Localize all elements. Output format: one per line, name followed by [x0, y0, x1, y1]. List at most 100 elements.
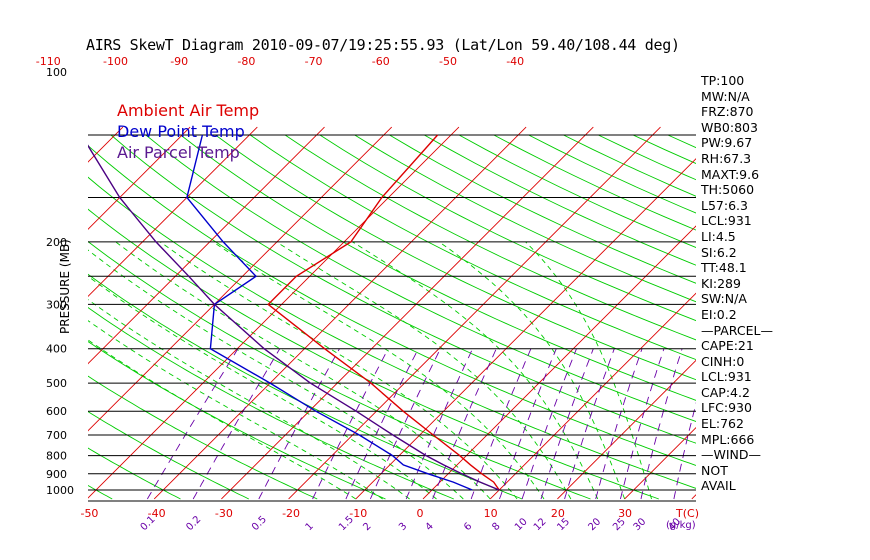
index-item: TP:100	[701, 73, 745, 88]
dry-adiabat	[354, 134, 696, 303]
index-item: EI:0.2	[701, 306, 737, 322]
isobars	[88, 134, 696, 502]
bottom-temp-tick: 0	[416, 507, 423, 520]
isotherms	[0, 126, 696, 500]
dry-adiabat	[145, 134, 696, 422]
moist-adiabat	[88, 299, 410, 500]
index-item: AVAIL	[701, 478, 736, 494]
moist-adiabat	[88, 249, 464, 500]
mixing-ratio-label: 12	[532, 516, 549, 533]
top-temp-tick: -100	[103, 55, 128, 68]
top-temp-tick: -80	[237, 55, 255, 68]
bottom-temp-tick: -50	[80, 507, 98, 520]
bottom-temp-tick: -20	[282, 507, 300, 520]
series-dew-point-temp	[186, 134, 473, 491]
index-item: CAPE:21	[701, 338, 754, 354]
mixing-ratio-label: 20	[586, 516, 603, 533]
isotherm	[0, 127, 56, 499]
mixing-ratio-line	[521, 348, 577, 500]
index-item: FRZ:870	[701, 104, 754, 120]
mixing-ratio-line	[619, 348, 665, 500]
isotherm	[221, 126, 594, 500]
dry-adiabat	[250, 134, 696, 361]
top-temp-tick: -40	[506, 55, 524, 68]
isotherm	[88, 126, 460, 499]
pressure-tick-label: 500	[46, 377, 67, 390]
moist-adiabat	[88, 275, 437, 500]
index-item: LI:4.5	[701, 228, 736, 244]
moist-adiabat	[525, 241, 652, 500]
index-item: NOT	[701, 462, 728, 478]
index-item: PW:9.67	[701, 135, 753, 151]
pressure-tick-label: 800	[46, 450, 67, 463]
index-item: MW:N/A	[701, 88, 750, 104]
dry-adiabat	[110, 134, 696, 444]
pressure-tick-label: 900	[46, 468, 67, 481]
legend-dewpoint: Dew Point Temp	[117, 122, 245, 141]
dry-adiabat	[0, 135, 44, 499]
isotherm	[88, 126, 325, 365]
bottom-temp-tick: 20	[551, 507, 565, 520]
isotherm	[624, 426, 696, 500]
index-item: TH:5060	[701, 182, 755, 198]
legend: Ambient Air Temp Dew Point Temp Air Parc…	[117, 100, 259, 163]
dry-adiabat	[180, 134, 696, 401]
legend-ambient: Ambient Air Temp	[117, 101, 260, 120]
dry-adiabat	[284, 134, 696, 341]
isotherm	[88, 126, 393, 432]
mixing-ratio-lines	[147, 348, 696, 500]
mixing-ratio-line	[432, 348, 497, 500]
moist-adiabat	[159, 241, 518, 500]
pressure-tick-label: 400	[46, 343, 67, 356]
pressure-tick-label: 100	[46, 66, 67, 79]
index-item: RH:67.3	[701, 150, 752, 166]
isotherm	[422, 225, 696, 500]
mixing-ratio-line	[147, 348, 239, 500]
x-axis-label: T(C)	[675, 507, 699, 520]
index-item: —PARCEL—	[701, 322, 773, 338]
series-ambient-air-temp	[267, 134, 500, 491]
pressure-tick-label: 200	[46, 236, 67, 249]
mixing-ratio-line	[192, 348, 281, 500]
pressure-tick-label: 300	[46, 298, 67, 311]
index-item: KI:289	[701, 275, 741, 291]
index-item: MAXT:9.6	[701, 166, 760, 182]
dry-adiabat	[319, 134, 696, 322]
mixing-ratio-label: 2	[361, 521, 373, 533]
bottom-temp-tick: 10	[484, 507, 498, 520]
mixing-ratio-line	[564, 348, 615, 500]
index-item: EL:762	[701, 416, 744, 432]
series-air-parcel-temp	[88, 144, 500, 491]
isotherm	[153, 126, 527, 500]
mixing-ratio-line	[258, 348, 340, 500]
index-item: WB0:803	[701, 119, 758, 135]
top-temp-tick: -110	[36, 55, 61, 68]
index-item: CINH:0	[701, 353, 745, 369]
dry-adiabat	[389, 134, 696, 284]
mixing-ratio-label: 4	[424, 521, 436, 533]
moist-adiabat	[212, 241, 545, 500]
isotherm	[88, 126, 258, 298]
top-temp-tick: -90	[170, 55, 188, 68]
mixing-ratio-line	[312, 348, 389, 500]
bottom-temp-tick: -40	[148, 507, 166, 520]
mixing-ratio-label: 3	[397, 521, 409, 533]
dry-adiabat	[88, 144, 696, 466]
legend-parcel: Air Parcel Temp	[117, 143, 240, 162]
bottom-temp-tick: -30	[215, 507, 233, 520]
mixing-ratio-label: 0.5	[250, 514, 269, 533]
isotherm	[288, 126, 661, 500]
moist-adiabats	[88, 241, 652, 500]
dry-adiabat	[215, 134, 696, 381]
mixing-ratio-line	[369, 348, 441, 500]
isotherm	[88, 126, 191, 230]
mixing-ratio-line	[540, 348, 594, 500]
isotherm	[557, 359, 696, 500]
index-item: L57:6.3	[701, 197, 748, 213]
mixing-ratio-label: 0.2	[184, 514, 203, 533]
dry-adiabat	[88, 411, 250, 500]
index-item: TT:48.1	[701, 260, 747, 276]
mixing-ratio-line	[595, 348, 643, 500]
index-item: LFC:930	[701, 400, 752, 416]
